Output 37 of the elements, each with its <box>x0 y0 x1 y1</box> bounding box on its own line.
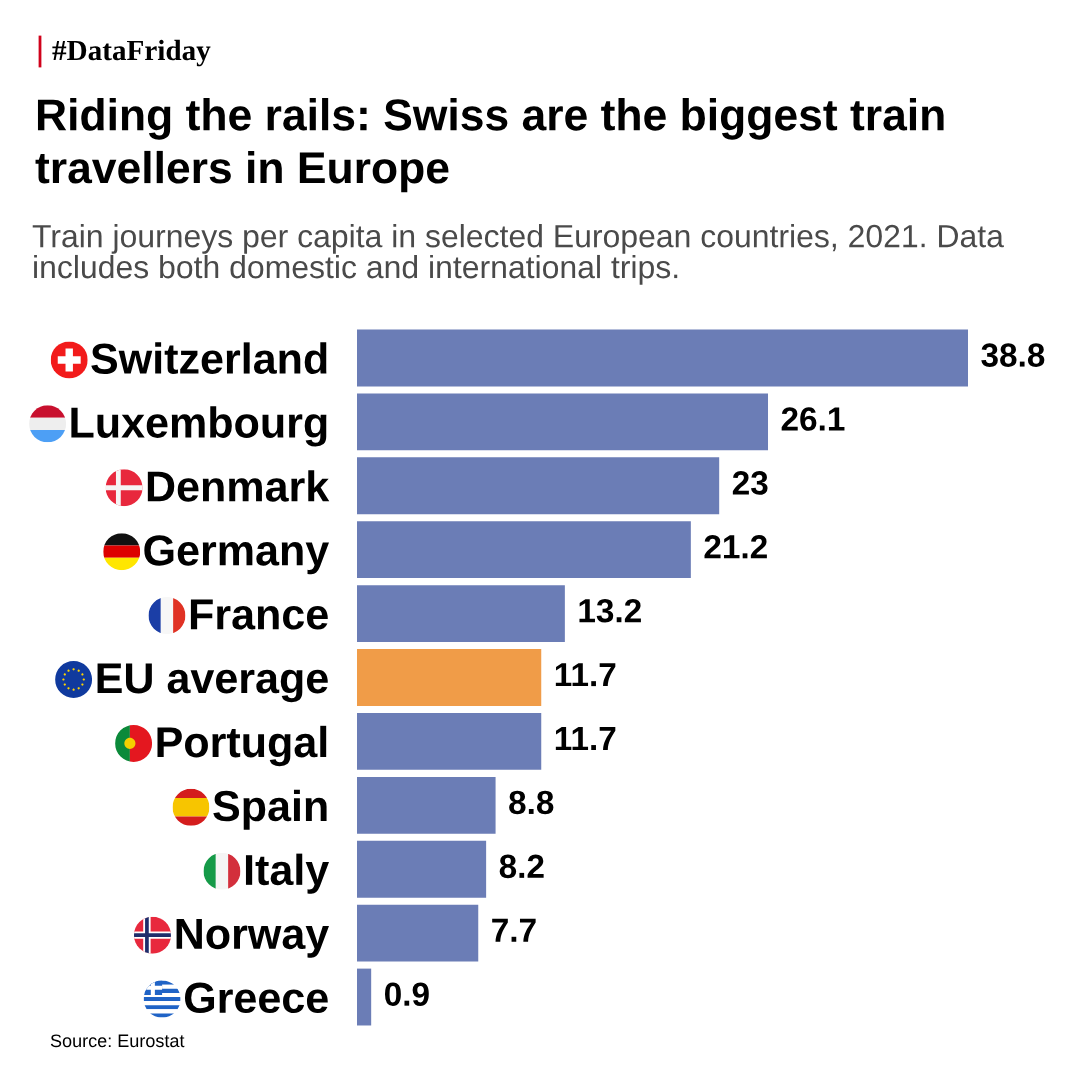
y-tick-label: Greece <box>184 982 328 1014</box>
data-label: 21.2 <box>704 535 767 559</box>
y-tick-label: Spain <box>213 789 327 830</box>
y-tick-label: Germany <box>144 535 329 575</box>
y-tick-label: Portugal <box>157 725 327 767</box>
chart-subtitle: Train journeys per capita in selected European countries, 2021. Data includes both domestic and international trips. <box>32 224 1004 285</box>
data-label: 26.1 <box>781 407 845 431</box>
bar <box>357 585 565 643</box>
y-tick-label: Denmark <box>147 470 330 502</box>
bar <box>357 776 496 834</box>
text: #DataFriday <box>52 39 211 67</box>
y-tick-label: France <box>190 599 328 630</box>
bar <box>357 840 487 898</box>
chart-title: Riding the rails: Swiss are the biggest train travellers in Europe <box>35 98 944 193</box>
bar <box>357 904 479 962</box>
bar <box>357 329 968 387</box>
bar <box>357 393 769 451</box>
data-label: 0.9 <box>384 982 429 1006</box>
y-tick-label: Luxembourg <box>71 406 327 447</box>
y-tick-label: Norway <box>176 919 329 958</box>
data-label: 38.8 <box>981 343 1045 367</box>
data-label: 11.7 <box>555 663 616 687</box>
bar <box>357 968 372 1026</box>
data-label: 23 <box>732 471 768 495</box>
y-tick-label: Italy <box>245 853 329 894</box>
bar <box>357 649 542 706</box>
source-note: Source: Eurostat <box>50 1034 185 1048</box>
bar <box>357 521 691 579</box>
bar <box>357 457 720 515</box>
data-label: 8.2 <box>499 854 544 879</box>
data-label: 11.7 <box>555 727 616 751</box>
y-tick-label: EU average <box>97 663 328 703</box>
bar <box>357 712 542 770</box>
data-label: 13.2 <box>579 598 641 623</box>
data-label: 8.8 <box>509 790 554 815</box>
y-tick-label: Switzerland <box>91 342 327 374</box>
data-label: 7.7 <box>492 918 536 942</box>
